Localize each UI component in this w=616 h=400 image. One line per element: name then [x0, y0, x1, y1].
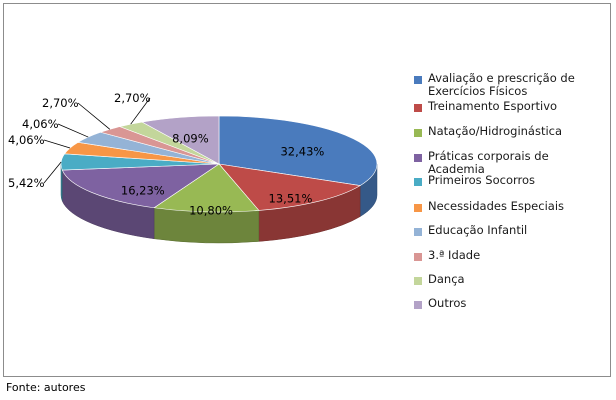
- legend-label: Primeiros Socorros: [428, 173, 536, 187]
- legend-swatch: [414, 104, 422, 112]
- legend-swatch: [414, 277, 422, 285]
- legend-item-natacao-hidroginastica: Natação/Hidroginástica: [414, 125, 606, 138]
- pie-slice-praticas-corporais-de-academia: [61, 163, 221, 209]
- legend-item-primeiros-socorros: Primeiros Socorros: [414, 174, 606, 187]
- legend-swatch: [414, 204, 422, 212]
- leader-line-primeiros-socorros: [43, 161, 62, 184]
- data-label-treinamento-esportivo: 13,51%: [269, 192, 313, 206]
- legend-label: Práticas corporais de Academia: [428, 149, 549, 176]
- data-label-outros: 8,09%: [172, 131, 209, 145]
- legend-item-3-idade: 3.ª Idade: [414, 249, 606, 262]
- legend-swatch: [414, 178, 422, 186]
- legend-swatch: [414, 301, 422, 309]
- data-label-danca: 2,70%: [114, 91, 151, 105]
- pie-slice-avaliacao-e-prescricao-de-exercicios-fisicos: [218, 115, 378, 186]
- legend-label: Outros: [428, 296, 467, 310]
- legend-label: Treinamento Esportivo: [428, 99, 558, 113]
- legend-swatch: [414, 154, 422, 162]
- leader-line-3-idade: [77, 102, 111, 130]
- legend-item-outros: Outros: [414, 297, 606, 310]
- legend-item-danca: Dança: [414, 273, 606, 286]
- pie-slice-treinamento-esportivo: [218, 163, 361, 211]
- data-label-natacao-hidroginastica: 10,80%: [189, 204, 233, 218]
- data-label-avaliacao-e-prescricao-de-exercicios-fisicos: 32,43%: [280, 144, 324, 158]
- legend-label: Educação Infantil: [428, 223, 528, 237]
- pie-chart: 32,43% 13,51% 10,80% 16,23% 5,42% 4,06% 4,06% 2…: [8, 91, 378, 244]
- data-label-primeiros-socorros: 5,42%: [8, 176, 45, 190]
- chart-frame: 32,43% 13,51% 10,80% 16,23% 5,42% 4,06% 4,06% 2…: [3, 3, 611, 377]
- legend-swatch: [414, 253, 422, 261]
- leader-line-danca: [130, 97, 151, 125]
- legend-label: Avaliação e prescrição de Exercícios Fís…: [428, 71, 575, 98]
- legend-item-praticas-corporais-de-academia: Práticas corporais de Academia: [414, 150, 606, 176]
- pie-slice-outros: [141, 115, 220, 165]
- data-label-educacao-infantil: 4,06%: [22, 117, 59, 131]
- data-label-necessidades-especiais: 4,06%: [8, 133, 45, 147]
- legend-item-necessidades-especiais: Necessidades Especiais: [414, 200, 606, 213]
- legend-item-treinamento-esportivo: Treinamento Esportivo: [414, 100, 606, 113]
- legend-label: 3.ª Idade: [428, 248, 481, 262]
- legend-swatch: [414, 76, 422, 84]
- legend-item-avaliacao-e-prescricao-de-exercicios-fisicos: Avaliação e prescrição de Exercícios Fís…: [414, 72, 606, 98]
- legend-swatch: [414, 129, 422, 137]
- legend-label: Natação/Hidroginástica: [428, 124, 563, 138]
- data-label-3-idade: 2,70%: [42, 96, 79, 110]
- legend-item-educacao-infantil: Educação Infantil: [414, 224, 606, 237]
- data-label-praticas-corporais-de-academia: 16,23%: [121, 183, 165, 197]
- legend-swatch: [414, 228, 422, 236]
- legend-label: Necessidades Especiais: [428, 199, 565, 213]
- pie-slice-natacao-hidroginastica: [153, 163, 260, 213]
- legend-label: Dança: [428, 272, 465, 286]
- source-note: Fonte: autores: [6, 381, 86, 394]
- leader-line-educacao-infantil: [57, 123, 89, 138]
- leader-line-necessidades-especiais: [43, 139, 71, 149]
